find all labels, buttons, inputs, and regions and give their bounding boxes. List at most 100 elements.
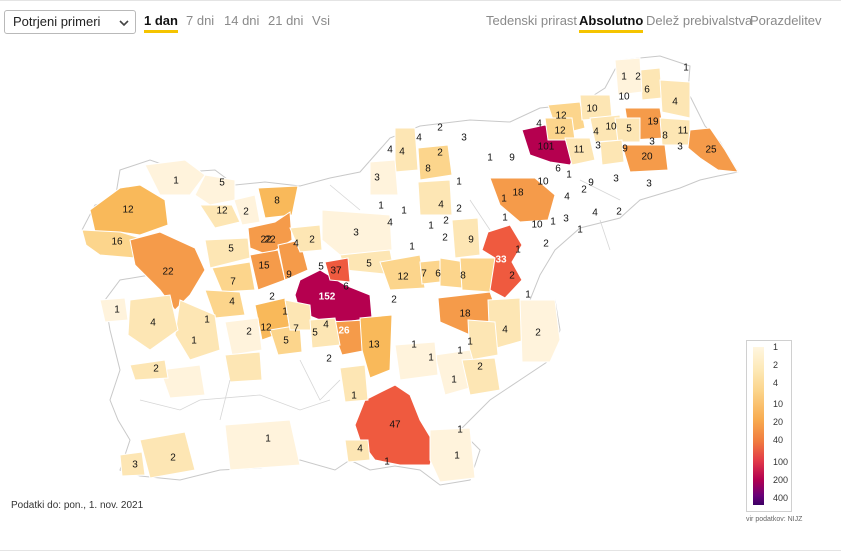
map-label: 4: [593, 127, 599, 138]
region-jezersko[interactable]: [257, 185, 299, 219]
tab-14-dni[interactable]: 14 dni: [224, 13, 260, 28]
tab-vsi[interactable]: Vsi: [312, 13, 331, 28]
map-label: 22: [162, 267, 174, 278]
region-gorisnica[interactable]: [599, 139, 625, 166]
region-ormoz[interactable]: [621, 144, 669, 173]
map-label: 8: [425, 164, 431, 175]
region-kranjska-gora[interactable]: [144, 159, 206, 196]
map-label: 1: [454, 451, 460, 462]
region-ajdovscina[interactable]: [99, 297, 129, 323]
region-moravske-toplice[interactable]: [614, 57, 643, 96]
map-label: 3: [353, 228, 359, 239]
top-divider: [0, 0, 841, 1]
map-label: 4: [293, 239, 299, 250]
region-sezana[interactable]: [129, 359, 169, 381]
map-label: 4: [592, 208, 598, 219]
map-label: 12: [260, 323, 272, 334]
map-label: 3: [132, 460, 138, 471]
legend-tick: 200: [773, 475, 789, 485]
map-label: 20: [641, 152, 653, 163]
region-cerkno[interactable]: [204, 289, 246, 319]
region-ljutomer-north[interactable]: [659, 79, 691, 119]
map-label: 3: [595, 141, 601, 152]
map-label: 7: [421, 269, 427, 280]
region-crnomelj[interactable]: [429, 427, 476, 483]
map-label: 9: [468, 235, 474, 246]
region-bohinj[interactable]: [204, 237, 251, 269]
map-label: 2: [443, 216, 449, 227]
tab-21-dni[interactable]: 21 dni: [268, 13, 304, 28]
region-celje[interactable]: [489, 177, 556, 223]
map-label: 4: [672, 97, 678, 108]
region-osilnica[interactable]: [344, 439, 371, 463]
region-kocevje[interactable]: [354, 384, 436, 466]
region-bled[interactable]: [199, 204, 241, 229]
slovenia-municipality-map[interactable]: 1 1 2 6 10 4 10 19 12 4 12 5 10 11 4 4 2…: [0, 40, 841, 510]
map-label: 10: [618, 92, 630, 103]
tab-absolutno[interactable]: Absolutno: [579, 13, 644, 33]
region-dravograd[interactable]: [369, 159, 399, 196]
map-label: 1: [487, 153, 493, 164]
tab-tedenski-prirast[interactable]: Tedenski prirast: [486, 13, 578, 28]
region-velenje[interactable]: [417, 144, 453, 181]
region-logatec[interactable]: [224, 317, 263, 356]
tab-delez-prebivalstva[interactable]: Delež prebivalstva: [646, 13, 753, 28]
region-vodice[interactable]: [289, 224, 323, 253]
region-ig[interactable]: [309, 317, 341, 349]
region-ribnica[interactable]: [339, 364, 369, 403]
map-label: 18: [459, 309, 471, 320]
map-label: 1: [457, 346, 463, 357]
region-jesenice[interactable]: [194, 174, 236, 206]
tab-7-dni[interactable]: 7 dni: [186, 13, 215, 28]
map-label: 2: [442, 233, 448, 244]
region-lendava[interactable]: [687, 127, 739, 173]
map-label: 22: [260, 235, 272, 246]
region-metlika[interactable]: [461, 357, 501, 396]
map-label: 5: [626, 124, 632, 135]
map-label: 1: [191, 336, 197, 347]
region-ivancna-gorica[interactable]: [359, 314, 393, 379]
map-label: 9: [509, 153, 515, 164]
tab-1-dan[interactable]: 1 dan: [144, 13, 178, 33]
region-brezice-south[interactable]: [467, 319, 499, 361]
region-slovenska-bistrica[interactable]: [451, 217, 481, 259]
metric-select[interactable]: Potrjeni primeri: [4, 10, 136, 34]
map-label: 3: [374, 173, 380, 184]
region-ljutomer[interactable]: [614, 117, 641, 143]
bottom-divider: [0, 550, 841, 551]
region-brezice[interactable]: [519, 299, 561, 363]
region-slovenj-gradec[interactable]: [417, 179, 453, 216]
region-dol[interactable]: [324, 257, 351, 283]
map-label: 1: [566, 170, 572, 181]
map-label: 1: [351, 391, 357, 402]
map-label: 22: [264, 235, 276, 246]
map-label: 2: [437, 123, 443, 134]
region-cerknica[interactable]: [224, 351, 263, 383]
map-label: 4: [387, 145, 393, 156]
map-label: 16: [111, 237, 123, 248]
tab-porazdelitev[interactable]: Porazdelitev: [750, 13, 822, 28]
map-label: 2: [543, 239, 549, 250]
map-label: 4: [357, 444, 363, 455]
map-label: 11: [678, 126, 689, 137]
region-postojna[interactable]: [159, 364, 206, 399]
map-label: 5: [219, 178, 225, 189]
region-piran[interactable]: [119, 451, 146, 477]
map-label: 2: [243, 207, 249, 218]
region-trzic[interactable]: [233, 194, 261, 226]
data-source: vir podatkov: NIJZ: [746, 516, 803, 523]
region-ilirska-bistrica[interactable]: [224, 419, 301, 471]
region-ptuj[interactable]: [564, 137, 596, 166]
region-nova-gorica[interactable]: [127, 294, 179, 351]
region-zelezniki[interactable]: [211, 261, 256, 293]
region-tolmin[interactable]: [129, 231, 206, 311]
region-koper[interactable]: [139, 431, 196, 479]
map-label: 5: [228, 244, 234, 255]
region-zalec[interactable]: [481, 224, 523, 299]
region-trebnje[interactable]: [394, 341, 439, 381]
map-label: 1: [428, 353, 434, 364]
region-ruse[interactable]: [394, 127, 419, 173]
map-label: 1: [457, 425, 463, 436]
map-label: 4: [564, 192, 570, 203]
region-litija[interactable]: [379, 254, 426, 291]
